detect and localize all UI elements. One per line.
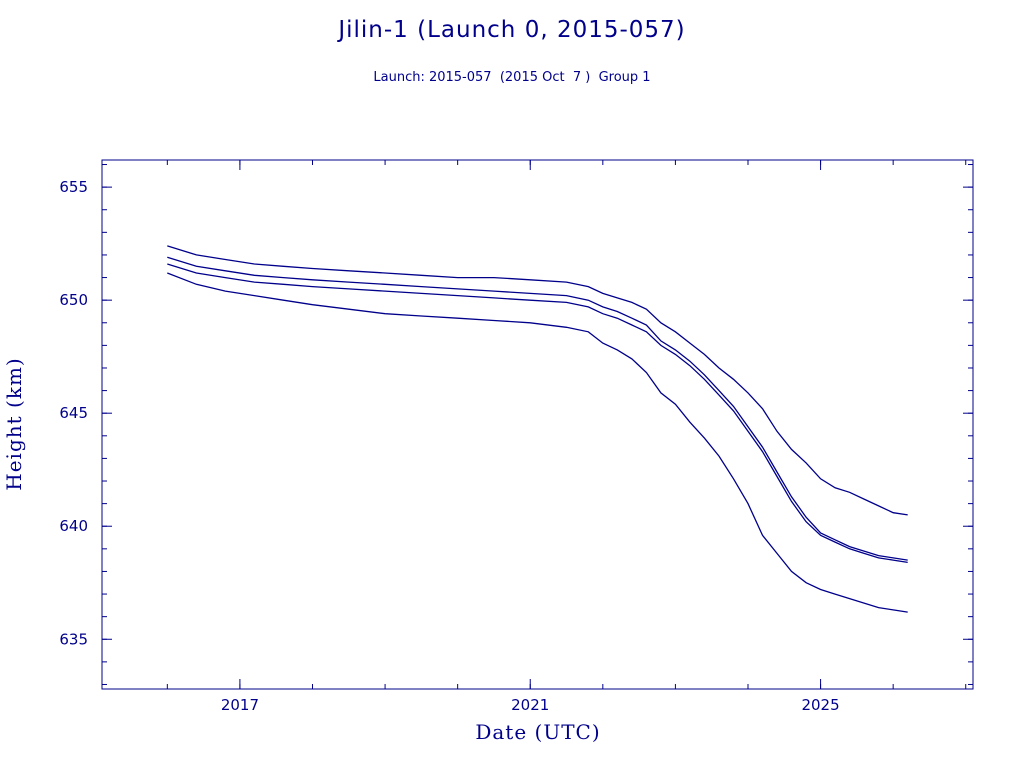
plot-frame	[101, 159, 974, 690]
x-tick-label: 2021	[511, 696, 549, 714]
chart-subtitle: Launch: 2015-057 (2015 Oct 7 ) Group 1	[373, 70, 650, 85]
x-tick-label: 2017	[221, 696, 259, 714]
axis-ticks	[102, 160, 973, 689]
y-tick-label: 645	[59, 404, 88, 422]
axis-tick-labels: 2017 2021 2025 635 640 645 650 655	[59, 178, 839, 714]
series-line-2	[167, 256, 908, 561]
y-axis-label: Height (km)	[2, 357, 26, 490]
x-tick-label: 2025	[801, 696, 839, 714]
y-tick-label: 650	[59, 291, 88, 309]
series-line-4	[167, 272, 908, 613]
x-axis-label: Date (UTC)	[475, 720, 600, 744]
chart-title: Jilin-1 (Launch 0, 2015-057)	[336, 17, 685, 43]
series-line-1	[167, 245, 908, 516]
y-tick-label: 635	[59, 630, 88, 648]
y-tick-label: 655	[59, 178, 88, 196]
series-line-3	[167, 263, 908, 564]
y-tick-label: 640	[59, 517, 88, 535]
series-lines	[167, 245, 908, 613]
